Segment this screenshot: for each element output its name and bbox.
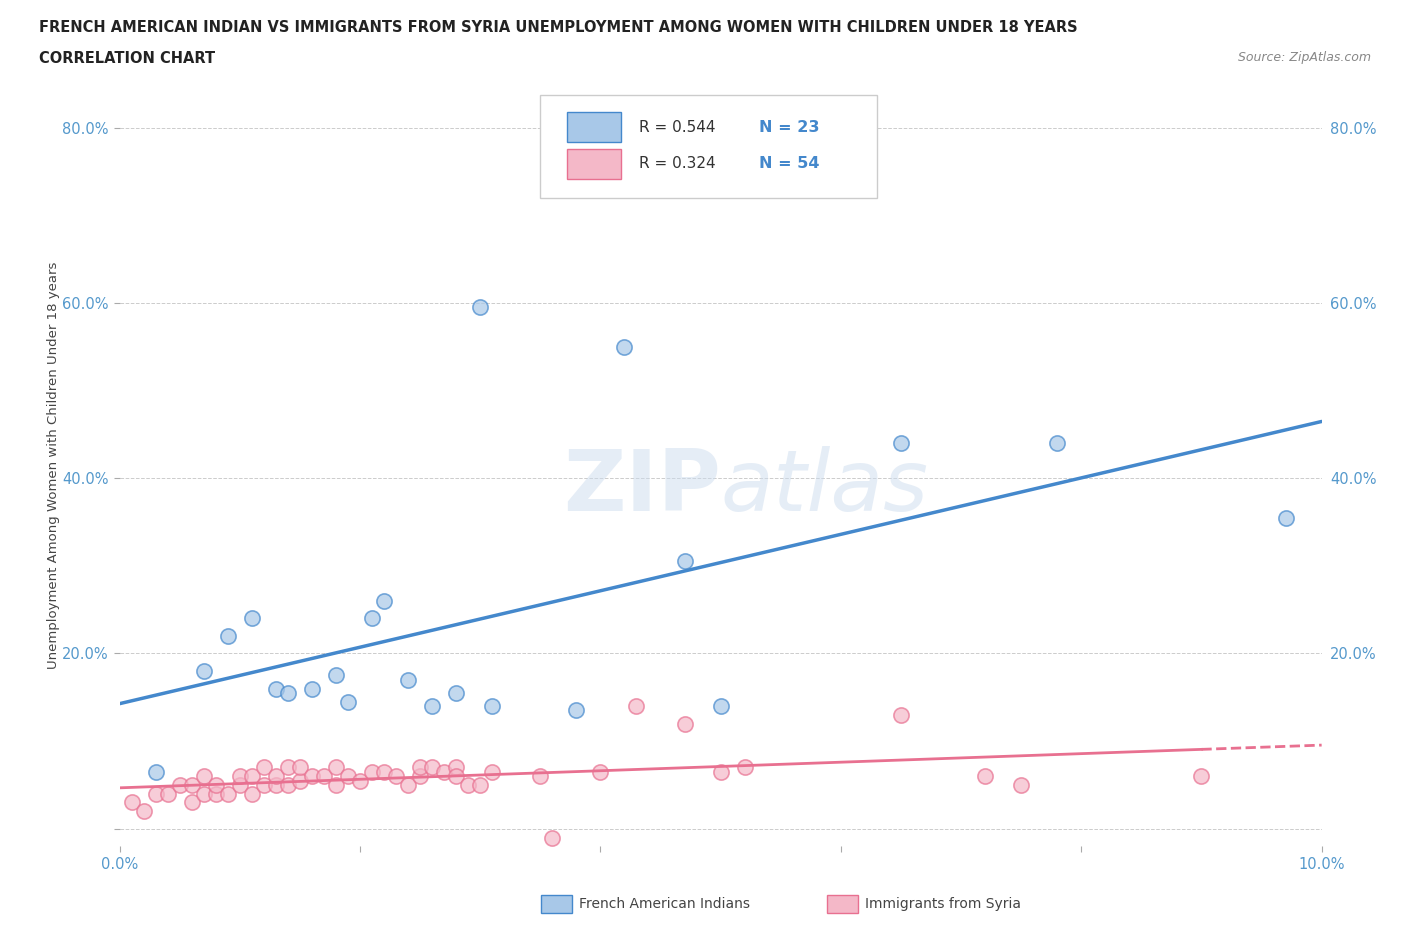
Point [145, 786, 167, 801]
FancyBboxPatch shape [567, 149, 621, 179]
Text: Source: ZipAtlas.com: Source: ZipAtlas.com [1237, 51, 1371, 64]
Point [1189, 769, 1212, 784]
Point [180, 777, 202, 792]
Point [890, 708, 912, 723]
Point [301, 681, 323, 696]
Point [240, 769, 263, 784]
Point [385, 769, 408, 784]
Point [373, 764, 395, 779]
Y-axis label: Unemployment Among Women with Children Under 18 years: Unemployment Among Women with Children U… [46, 261, 60, 669]
Point [890, 435, 912, 450]
Text: French American Indians: French American Indians [579, 897, 751, 911]
Point [204, 786, 226, 801]
Text: CORRELATION CHART: CORRELATION CHART [39, 51, 215, 66]
Point [457, 777, 479, 792]
Text: R = 0.324: R = 0.324 [638, 156, 716, 171]
Point [468, 777, 492, 792]
Text: FRENCH AMERICAN INDIAN VS IMMIGRANTS FROM SYRIA UNEMPLOYMENT AMONG WOMEN WITH CH: FRENCH AMERICAN INDIAN VS IMMIGRANTS FRO… [39, 20, 1078, 35]
Point [228, 769, 252, 784]
Point [420, 760, 443, 775]
Point [264, 769, 287, 784]
Point [217, 629, 239, 644]
Point [228, 777, 252, 792]
Point [565, 703, 588, 718]
Point [673, 554, 696, 569]
Point [529, 769, 551, 784]
Text: ZIP: ZIP [562, 446, 720, 529]
Point [277, 685, 299, 700]
Text: N = 54: N = 54 [759, 156, 820, 171]
Point [613, 339, 636, 354]
FancyBboxPatch shape [567, 112, 621, 142]
Point [301, 769, 323, 784]
Point [264, 681, 287, 696]
Point [156, 786, 179, 801]
Point [325, 760, 347, 775]
Text: N = 23: N = 23 [759, 120, 820, 135]
Point [132, 804, 155, 818]
Point [325, 777, 347, 792]
Point [1046, 435, 1069, 450]
Point [288, 773, 311, 788]
Point [361, 764, 384, 779]
Text: R = 0.544: R = 0.544 [638, 120, 716, 135]
Point [444, 760, 467, 775]
Point [312, 769, 335, 784]
Point [361, 611, 384, 626]
Point [240, 786, 263, 801]
Point [626, 698, 648, 713]
Point [204, 777, 226, 792]
Point [336, 769, 359, 784]
Point [145, 764, 167, 779]
Point [180, 795, 202, 810]
Point [217, 786, 239, 801]
Point [589, 764, 612, 779]
Point [420, 698, 443, 713]
Point [433, 764, 456, 779]
Point [481, 764, 503, 779]
Point [277, 777, 299, 792]
Point [974, 769, 997, 784]
Point [193, 769, 215, 784]
Point [193, 786, 215, 801]
Point [734, 760, 756, 775]
Point [468, 299, 492, 314]
Point [277, 760, 299, 775]
Point [349, 773, 371, 788]
Point [288, 760, 311, 775]
Point [264, 777, 287, 792]
Point [1274, 511, 1296, 525]
Text: atlas: atlas [720, 446, 928, 529]
Point [240, 611, 263, 626]
Point [193, 663, 215, 678]
Point [444, 769, 467, 784]
FancyBboxPatch shape [540, 95, 877, 198]
Point [373, 593, 395, 608]
Text: Immigrants from Syria: Immigrants from Syria [865, 897, 1021, 911]
Point [409, 769, 432, 784]
Point [169, 777, 191, 792]
Point [325, 668, 347, 683]
Point [709, 764, 731, 779]
Point [396, 672, 419, 687]
Point [673, 716, 696, 731]
Point [121, 795, 143, 810]
Point [253, 777, 276, 792]
Point [541, 830, 564, 845]
Point [409, 760, 432, 775]
Point [253, 760, 276, 775]
Point [709, 698, 731, 713]
Point [1010, 777, 1032, 792]
Point [481, 698, 503, 713]
Point [336, 694, 359, 709]
Point [444, 685, 467, 700]
Point [396, 777, 419, 792]
